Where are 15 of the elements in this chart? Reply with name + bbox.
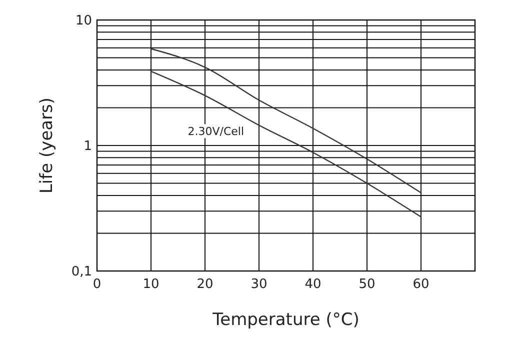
- x-tick-label: 30: [250, 277, 268, 292]
- annotation: 2.30V/Cell: [188, 125, 244, 138]
- x-axis-title: Temperature (°C): [212, 310, 360, 330]
- x-tick-label: 10: [142, 277, 160, 292]
- line-series: [150, 48, 422, 194]
- x-tick-label: 40: [304, 277, 322, 292]
- x-tick-label: 20: [196, 277, 214, 292]
- line-series: [150, 70, 422, 218]
- x-tick-label: 50: [358, 277, 376, 292]
- y-axis-title: Life (years): [37, 97, 57, 194]
- y-tick-label: 1: [84, 139, 92, 154]
- y-tick-label: 10: [75, 14, 92, 29]
- y-tick-label: 0,1: [71, 264, 92, 280]
- x-tick-label: 0: [92, 277, 102, 292]
- x-tick-label: 60: [412, 277, 430, 292]
